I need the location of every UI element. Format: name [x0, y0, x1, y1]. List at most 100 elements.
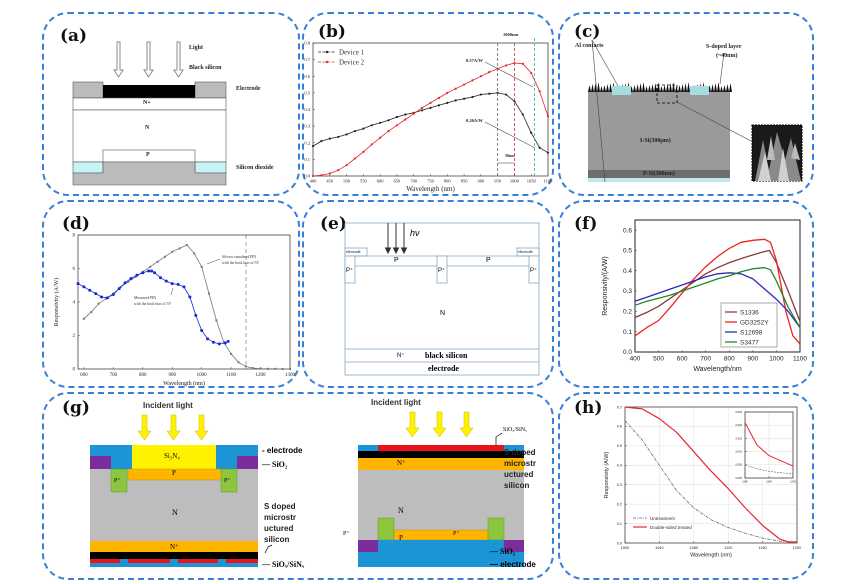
hv-arrows	[384, 223, 408, 255]
y-tick-label: 0.3	[623, 288, 632, 295]
device-outline	[344, 222, 540, 376]
spike	[669, 83, 672, 92]
al-contact-right	[690, 86, 709, 95]
bottom-electrode	[72, 161, 227, 186]
x-tick-label: 400	[630, 356, 641, 363]
data-point	[76, 282, 80, 286]
data-point	[206, 337, 210, 341]
x-tick-label: 1190	[766, 480, 772, 484]
panel-label-e: (e)	[320, 214, 347, 234]
p-plus-left-label: P⁺	[346, 268, 354, 274]
spike	[672, 82, 675, 92]
panel-a-diagram	[72, 41, 227, 186]
series-line-1	[77, 270, 229, 345]
y-tick-label: 0.020	[736, 423, 743, 427]
s-doped-r-line-1: S doped	[504, 448, 536, 457]
spike	[684, 83, 687, 92]
data-point	[226, 339, 230, 343]
y-axis-label: Responsivity (A/W)	[53, 278, 60, 327]
zoom-box-marker	[656, 84, 678, 104]
electrode-left-label: electrode	[346, 249, 361, 254]
y-tick-label: 0.5	[304, 90, 310, 95]
p-label-left: P	[172, 469, 176, 477]
data-point	[104, 297, 107, 300]
n-label: N	[440, 310, 446, 317]
x-tick-label: 850	[461, 179, 469, 184]
data-point	[178, 247, 181, 250]
data-point	[404, 113, 407, 116]
x-tick-label: 1000	[197, 373, 208, 378]
legend-label: Untreatment	[650, 516, 676, 521]
data-point	[170, 282, 174, 286]
data-point	[320, 139, 323, 143]
spike	[588, 85, 591, 92]
legend-label: Device 1	[339, 49, 365, 57]
data-point	[111, 292, 115, 296]
panel-label-h: (h)	[574, 398, 603, 418]
sioxsinx-segments	[90, 559, 258, 563]
y-tick-label: 0.0	[304, 174, 310, 179]
x-tick-label: 1080	[690, 546, 698, 550]
p-left-label: P	[394, 257, 399, 264]
data-point	[147, 269, 151, 273]
data-point	[94, 292, 98, 296]
p-plus-right	[220, 468, 238, 493]
spike	[660, 86, 663, 92]
data-point	[437, 104, 440, 107]
series-line-3	[634, 267, 801, 328]
black-silicon-label: Black silicon	[189, 65, 222, 71]
plot-frame	[77, 234, 291, 370]
x-tick-label: 700	[700, 356, 711, 363]
y-tick-label: 0.8	[304, 41, 310, 46]
spike	[711, 84, 714, 92]
x-axis-label: Wavelength (nm)	[406, 185, 455, 193]
spike	[723, 85, 726, 92]
data-point	[171, 250, 174, 253]
p-si-layer	[588, 170, 730, 178]
bottom-electrode-left	[90, 559, 258, 567]
n-plus-label: N⁺	[397, 353, 405, 359]
n-plus-label: N+	[143, 100, 151, 106]
p-plus-left	[344, 255, 356, 284]
legend: S1336 GD3252Y S12698 S3477	[720, 302, 778, 348]
p-plus-label-right-2: P⁺	[453, 531, 460, 537]
n-label-right: N	[398, 506, 404, 515]
data-point	[353, 157, 357, 160]
x-tick-label: 900	[477, 179, 485, 184]
silicon-dioxide-label: Silicon dioxide	[236, 165, 274, 171]
panel-e-frame	[302, 200, 554, 388]
y-tick-label: 2	[73, 334, 76, 339]
p-plus-right-label: P⁺	[530, 268, 538, 274]
p-si-label: P-Si(300nm)	[643, 171, 675, 177]
data-point	[266, 367, 269, 370]
data-point	[446, 91, 449, 94]
y-tick-label: 0.1	[617, 522, 622, 526]
data-point	[88, 288, 92, 292]
pointer-lines	[591, 39, 752, 183]
x-tick-label: 1200	[793, 546, 801, 550]
annotation-50nm: 50nm	[505, 153, 515, 158]
data-point	[164, 279, 168, 283]
spike	[648, 85, 651, 92]
panel-label-d: (d)	[62, 214, 90, 234]
y-tick-label: 0.1	[623, 329, 632, 336]
spike	[651, 84, 654, 92]
panel-label-a: (a)	[60, 26, 88, 46]
x-tick-label: 800	[724, 356, 735, 363]
x-tick-label: 1200	[790, 480, 796, 484]
data-point	[244, 365, 247, 368]
data-point	[429, 101, 432, 104]
legend-label: Double-sided treated	[650, 525, 692, 530]
data-point	[446, 101, 449, 104]
al-contact-left	[612, 86, 631, 95]
x-tick-label: 950	[494, 179, 502, 184]
spike	[642, 82, 645, 92]
y-tick-label: 0.005	[736, 463, 743, 467]
panel-b-frame	[302, 12, 554, 196]
spike	[666, 84, 669, 92]
y-tick-label: 0.7	[304, 57, 310, 62]
data-point	[362, 127, 365, 130]
panel-c-frame	[558, 12, 814, 196]
p-right-label: P	[486, 257, 491, 264]
sem-inset	[751, 124, 803, 182]
